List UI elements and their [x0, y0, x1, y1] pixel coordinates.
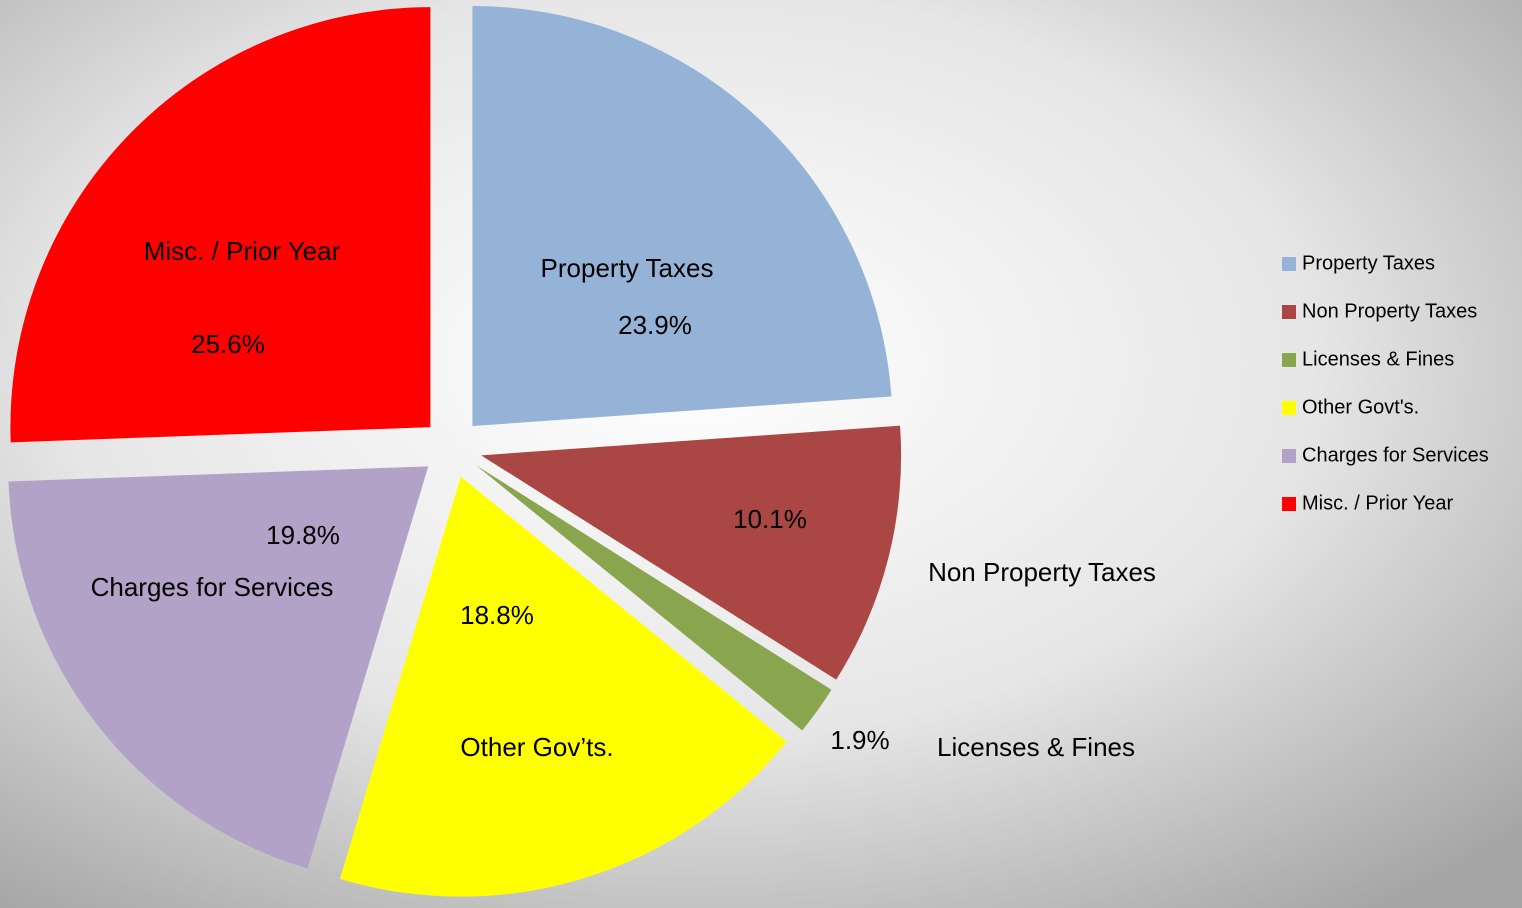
- legend-swatch: [1282, 305, 1296, 319]
- slice-label: Other Gov’ts.: [460, 732, 613, 762]
- pie-slice: [481, 425, 902, 680]
- slice-label: Misc. / Prior Year: [144, 236, 341, 266]
- slice-value-label: 10.1%: [733, 504, 807, 534]
- legend-swatch: [1282, 401, 1296, 415]
- slice-label: Charges for Services: [91, 572, 334, 602]
- legend-label: Charges for Services: [1302, 444, 1489, 466]
- legend-label: Licenses & Fines: [1302, 348, 1454, 370]
- legend-swatch: [1282, 497, 1296, 511]
- slice-value-label: 18.8%: [460, 600, 534, 630]
- slice-label: Licenses & Fines: [937, 732, 1135, 762]
- pie-slice: [339, 476, 787, 897]
- legend-label: Non Property Taxes: [1302, 300, 1477, 322]
- legend-swatch: [1282, 257, 1296, 271]
- legend-label: Misc. / Prior Year: [1302, 492, 1454, 514]
- slice-value-label: 1.9%: [830, 725, 889, 755]
- legend-label: Property Taxes: [1302, 252, 1435, 274]
- pie-slice: [472, 6, 892, 427]
- legend-swatch: [1282, 449, 1296, 463]
- pie-slice: [476, 465, 832, 731]
- legend-label: Other Govt's.: [1302, 396, 1419, 418]
- pie-slice: [10, 7, 431, 443]
- slice-label: Non Property Taxes: [928, 557, 1156, 587]
- slice-value-label: 19.8%: [266, 520, 340, 550]
- slice-value-label: 25.6%: [191, 329, 265, 359]
- pie-slice: [8, 466, 429, 869]
- legend-swatch: [1282, 353, 1296, 367]
- slice-value-label: 23.9%: [618, 310, 692, 340]
- slice-label: Property Taxes: [541, 253, 714, 283]
